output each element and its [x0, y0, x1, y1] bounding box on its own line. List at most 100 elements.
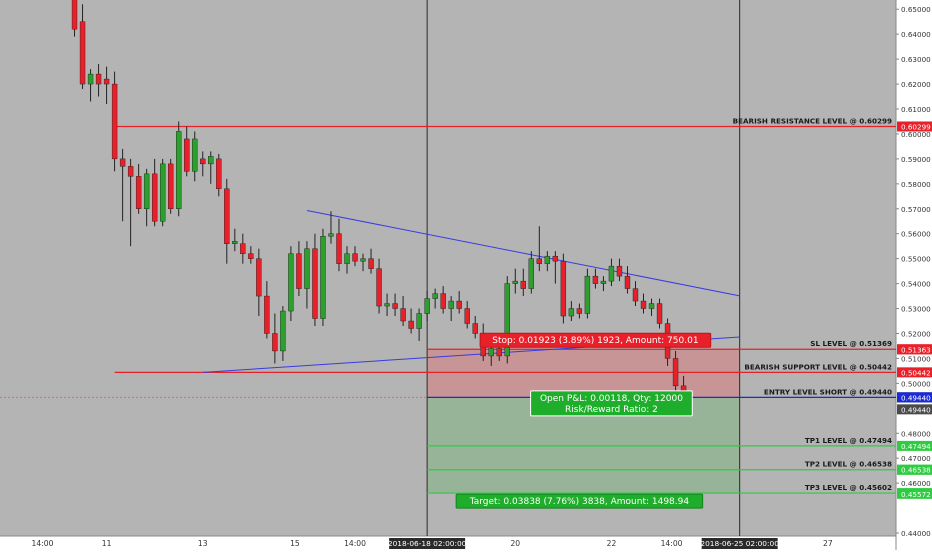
- candle-body: [392, 303, 398, 309]
- level-price-tag-bg: [897, 121, 932, 132]
- candle-body: [512, 280, 518, 284]
- price-axis-background: [896, 0, 932, 550]
- candle-body: [656, 303, 663, 324]
- level-price-tag: 0.47494: [901, 442, 931, 451]
- time-tick-label: 11: [102, 539, 112, 548]
- candle-body: [568, 308, 575, 317]
- trendline-descending-resistance: [306, 210, 740, 297]
- candle-body: [672, 358, 679, 387]
- candle-body: [440, 293, 446, 309]
- time-tick-label: 13: [198, 539, 208, 548]
- price-tick-label: 0.56000: [901, 230, 931, 239]
- candle-body: [648, 303, 655, 309]
- candle-body: [400, 308, 406, 322]
- candle-body: [304, 248, 310, 289]
- candle-body: [288, 253, 294, 312]
- stop-label-box: [479, 332, 712, 348]
- level-price-tag-bg: [897, 440, 932, 451]
- candle-body: [528, 258, 534, 289]
- time-tick-label: 15: [290, 539, 300, 548]
- candle-body: [71, 0, 78, 30]
- candle-body: [135, 176, 142, 209]
- candle-body: [408, 320, 414, 329]
- level-price-tag-bg: [897, 367, 932, 378]
- extra-price-tag-bg: [897, 488, 932, 499]
- target-label: Target: 0.03838 (7.76%) 3838, Amount: 14…: [455, 493, 704, 509]
- stop-label: Stop: 0.01923 (3.89%) 1923, Amount: 750.…: [479, 332, 712, 348]
- candle-body: [143, 173, 150, 209]
- candle-body: [119, 158, 126, 167]
- candle-body: [368, 258, 374, 269]
- plot-background: [0, 0, 896, 536]
- price-tick-label: 0.58000: [901, 180, 931, 189]
- time-highlight-label: 2018-06-18 02:00:00: [388, 539, 467, 548]
- candle-body: [488, 348, 494, 357]
- price-tick-label: 0.60000: [901, 130, 931, 139]
- price-tick-label: 0.44000: [901, 529, 931, 538]
- candle-body: [328, 233, 334, 237]
- candle-body: [264, 295, 270, 334]
- candle-body: [79, 21, 86, 85]
- extra-price-tag: 0.46538: [901, 466, 931, 475]
- candle-body: [624, 275, 631, 289]
- candle-body: [360, 258, 366, 262]
- price-tick-label: 0.65000: [901, 5, 931, 14]
- candle-body: [544, 255, 551, 264]
- entry-price-tag: 0.49440: [901, 393, 931, 402]
- time-highlight-bg: [701, 538, 778, 549]
- candle-body: [320, 236, 326, 319]
- candle-body: [232, 241, 238, 244]
- candle-body: [376, 268, 382, 307]
- candle-body: [552, 255, 559, 262]
- candle-body: [456, 300, 462, 309]
- candle-body: [504, 283, 510, 357]
- time-highlight-label: 2018-06-25 02:00:00: [700, 539, 779, 548]
- price-tick-label: 0.53000: [901, 305, 931, 314]
- candle-body: [95, 73, 102, 85]
- time-tick-label: 20: [510, 539, 520, 548]
- candle-body: [424, 298, 430, 314]
- candle-body: [240, 243, 246, 254]
- candle-body: [184, 138, 190, 172]
- candle-body: [344, 253, 350, 264]
- candle-body: [640, 300, 647, 309]
- level-label: BEARISH RESISTANCE LEVEL @ 0.60299: [733, 116, 892, 125]
- time-tick-label: 27: [823, 539, 833, 548]
- pnl-label-box: [530, 390, 693, 417]
- extra-price-tag-bg: [897, 464, 932, 475]
- candle-body: [176, 131, 182, 209]
- candle-body: [256, 258, 262, 297]
- entry-price-tag-bg: [897, 392, 932, 403]
- target-label-text: Target: 0.03838 (7.76%) 3838, Amount: 14…: [469, 497, 690, 507]
- extra-price-tag-bg: [897, 344, 932, 355]
- candle-body: [576, 308, 583, 314]
- time-highlight-bg: [389, 538, 466, 549]
- price-tick-label: 0.48000: [901, 429, 931, 438]
- candle-body: [280, 310, 286, 352]
- candle-body: [600, 280, 607, 284]
- price-tick-label: 0.57000: [901, 205, 931, 214]
- candle-body: [200, 158, 206, 165]
- candle-body: [352, 253, 358, 262]
- level-label: TP3 LEVEL @ 0.45602: [805, 483, 892, 492]
- extra-price-tag: 0.51363: [901, 345, 931, 354]
- pnl-label-text: Open P&L: 0.00118, Qty: 12000: [540, 394, 683, 404]
- time-tick-label: 22: [607, 539, 617, 548]
- price-tick-label: 0.51000: [901, 354, 931, 363]
- candle-body: [272, 333, 278, 352]
- price-tick-label: 0.63000: [901, 55, 931, 64]
- candle-body: [312, 248, 318, 319]
- candle-body: [464, 308, 470, 324]
- entry-secondary-tag-bg: [897, 404, 932, 415]
- level-price-tag: 0.60299: [901, 122, 931, 131]
- candle-body: [416, 313, 422, 329]
- candle-body: [592, 275, 599, 284]
- candle-body: [296, 253, 302, 289]
- price-tick-label: 0.55000: [901, 255, 931, 264]
- level-label: BEARISH SUPPORT LEVEL @ 0.50442: [744, 362, 892, 371]
- candle-body: [384, 303, 390, 307]
- candle-body: [216, 158, 222, 190]
- price-tick-label: 0.59000: [901, 155, 931, 164]
